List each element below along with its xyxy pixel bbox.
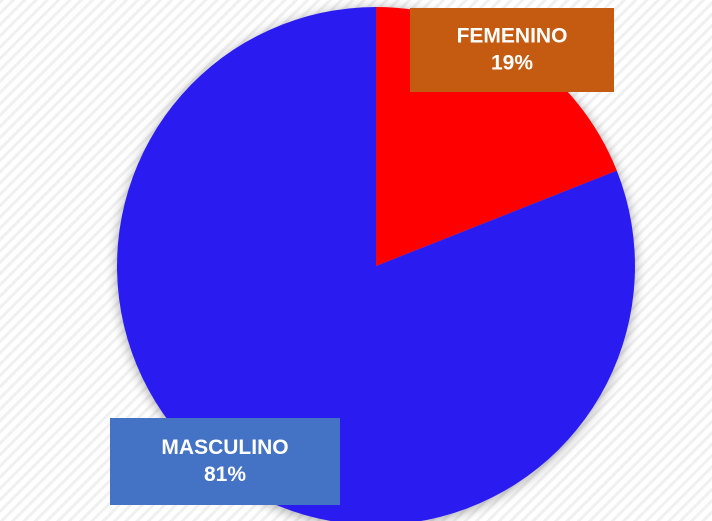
label-box: [110, 418, 340, 505]
label-box: [410, 8, 614, 92]
value-label: 19%: [491, 52, 533, 75]
labels: FEMENINO 19% MASCULINO 81%: [110, 8, 614, 505]
category-label: FEMENINO: [457, 25, 568, 48]
value-label: 81%: [204, 463, 246, 486]
category-label: MASCULINO: [161, 436, 288, 459]
pie-slice: [117, 7, 635, 521]
